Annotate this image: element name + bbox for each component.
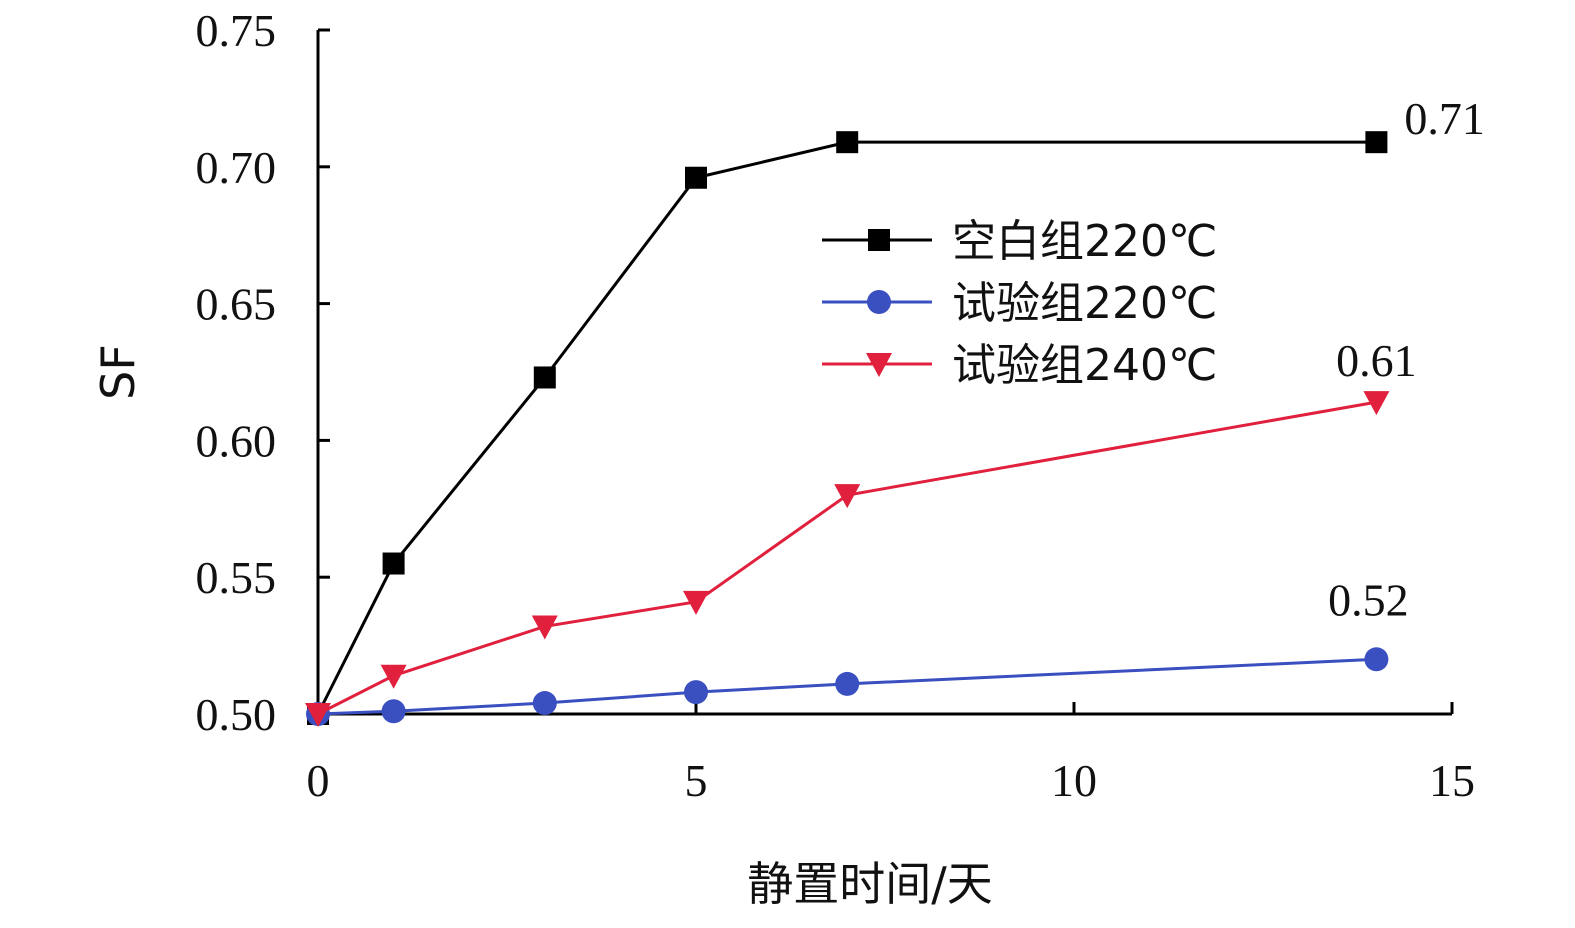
x-tick-label: 0 bbox=[307, 755, 330, 806]
data-label: 0.71 bbox=[1404, 93, 1485, 144]
legend-label: 试验组220℃ bbox=[952, 278, 1217, 329]
x-axis-title: 静置时间/天 bbox=[747, 857, 993, 911]
legend-item: 试验组220℃ bbox=[822, 278, 1217, 329]
y-tick-label: 0.75 bbox=[196, 5, 277, 56]
legend-marker bbox=[868, 229, 890, 251]
y-tick-label: 0.65 bbox=[196, 279, 277, 330]
y-tick-label: 0.70 bbox=[196, 142, 277, 193]
data-point bbox=[1364, 647, 1389, 672]
data-point bbox=[685, 166, 707, 189]
data-point bbox=[834, 484, 861, 509]
series-line bbox=[317, 400, 1377, 716]
legend-label: 试验组240℃ bbox=[952, 340, 1217, 391]
y-tick-label: 0.55 bbox=[196, 552, 277, 603]
x-tick-label: 10 bbox=[1051, 755, 1097, 806]
data-point bbox=[533, 366, 556, 389]
legend-item: 试验组240℃ bbox=[822, 340, 1217, 391]
data-point bbox=[532, 691, 557, 716]
data-point bbox=[380, 664, 407, 689]
y-tick-label: 0.50 bbox=[196, 689, 277, 740]
y-axis-title: SF bbox=[91, 344, 145, 400]
data-point bbox=[684, 680, 708, 705]
series-2: 0.52 bbox=[306, 574, 1409, 726]
series-line bbox=[317, 657, 1377, 716]
series-3: 0.61 bbox=[305, 335, 1417, 727]
data-point bbox=[835, 671, 860, 696]
legend-label: 空白组220℃ bbox=[952, 216, 1217, 267]
series-1: 0.71 bbox=[307, 93, 1485, 725]
data-point bbox=[1363, 391, 1390, 416]
y-tick-label: 0.60 bbox=[196, 415, 277, 466]
data-label: 0.52 bbox=[1328, 574, 1409, 625]
x-tick-label: 15 bbox=[1429, 755, 1475, 806]
data-point bbox=[836, 131, 859, 154]
legend-item: 空白组220℃ bbox=[822, 216, 1217, 267]
series-line bbox=[316, 140, 1377, 715]
data-point bbox=[305, 703, 331, 727]
x-tick-label: 5 bbox=[685, 755, 708, 806]
data-point bbox=[381, 699, 406, 724]
data-point bbox=[531, 615, 558, 640]
data-point bbox=[683, 590, 709, 615]
legend-marker bbox=[867, 290, 891, 314]
axes: 0.50 0.55 0.60 0.65 0.70 0.75 0 5 10 15 bbox=[196, 5, 1476, 806]
series-layer: 0.71 0.52 0.61 bbox=[305, 93, 1485, 727]
data-point bbox=[1365, 131, 1388, 154]
legend: 空白组220℃ 试验组220℃ 试验组240℃ bbox=[822, 216, 1217, 391]
legend-marker bbox=[866, 353, 892, 377]
data-label: 0.61 bbox=[1336, 335, 1417, 386]
data-point bbox=[382, 552, 405, 575]
